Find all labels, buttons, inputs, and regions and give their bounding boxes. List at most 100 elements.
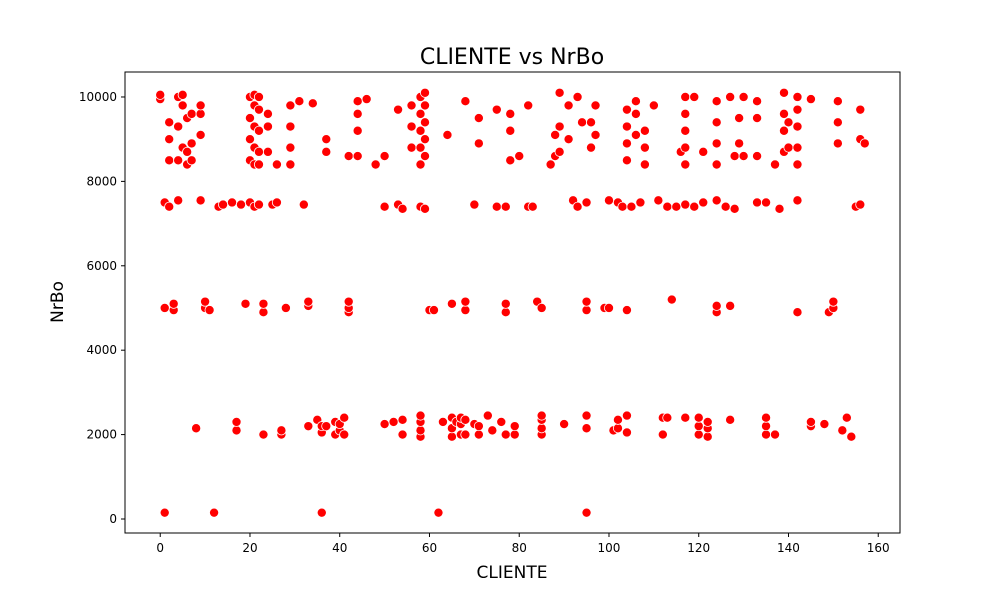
point: [805, 416, 816, 427]
y-tick-label: 0: [109, 512, 117, 526]
x-tick-label: 140: [777, 541, 800, 555]
point: [680, 199, 691, 210]
point: [792, 159, 803, 170]
point: [258, 298, 269, 309]
point: [698, 197, 709, 208]
point: [603, 302, 614, 313]
point: [473, 429, 484, 440]
point: [280, 302, 291, 313]
point: [397, 429, 408, 440]
point: [393, 104, 404, 115]
point: [653, 195, 664, 206]
point: [630, 129, 641, 140]
point: [778, 108, 789, 119]
point: [550, 129, 561, 140]
point: [352, 96, 363, 107]
point: [559, 419, 570, 430]
point: [729, 151, 740, 162]
point: [159, 302, 170, 313]
point: [837, 425, 848, 436]
point: [155, 89, 166, 100]
point: [352, 125, 363, 136]
point: [177, 100, 188, 111]
point: [419, 203, 430, 214]
point: [191, 423, 202, 434]
point: [554, 121, 565, 132]
point: [523, 100, 534, 111]
point: [244, 113, 255, 124]
point: [586, 142, 597, 153]
point: [460, 429, 471, 440]
point: [828, 296, 839, 307]
point: [321, 421, 332, 432]
point: [253, 125, 264, 136]
point: [846, 431, 857, 442]
point: [164, 155, 175, 166]
point: [792, 91, 803, 102]
point: [406, 121, 417, 132]
point: [415, 425, 426, 436]
y-tick-label: 10000: [79, 90, 117, 104]
x-tick-label: 0: [156, 541, 164, 555]
point: [244, 134, 255, 145]
point: [859, 138, 870, 149]
point: [159, 507, 170, 518]
point: [253, 199, 264, 210]
point: [702, 416, 713, 427]
point: [482, 410, 493, 421]
y-tick-label: 6000: [86, 259, 117, 273]
point: [419, 134, 430, 145]
point: [693, 429, 704, 440]
point: [487, 425, 498, 436]
point: [590, 100, 601, 111]
point: [612, 414, 623, 425]
point: [711, 138, 722, 149]
point: [195, 195, 206, 206]
point: [761, 197, 772, 208]
point: [379, 201, 390, 212]
point: [841, 412, 852, 423]
point: [639, 159, 650, 170]
point: [209, 507, 220, 518]
point: [761, 412, 772, 423]
point: [711, 195, 722, 206]
point: [689, 91, 700, 102]
point: [725, 91, 736, 102]
point: [832, 138, 843, 149]
point: [437, 416, 448, 427]
point: [173, 121, 184, 132]
point: [500, 201, 511, 212]
point: [460, 305, 471, 316]
point: [496, 416, 507, 427]
point: [285, 121, 296, 132]
point: [581, 423, 592, 434]
point: [271, 197, 282, 208]
point: [379, 151, 390, 162]
point: [554, 87, 565, 98]
point: [388, 416, 399, 427]
point: [406, 100, 417, 111]
point: [419, 117, 430, 128]
point: [460, 96, 471, 107]
point: [370, 159, 381, 170]
point: [689, 201, 700, 212]
point: [419, 87, 430, 98]
point: [761, 429, 772, 440]
point: [460, 414, 471, 425]
x-tick-label: 40: [332, 541, 347, 555]
point: [186, 108, 197, 119]
point: [738, 151, 749, 162]
point: [761, 421, 772, 432]
point: [572, 201, 583, 212]
x-tick-label: 80: [512, 541, 527, 555]
x-tick-label: 20: [242, 541, 257, 555]
point: [352, 108, 363, 119]
point: [253, 104, 264, 115]
point: [509, 421, 520, 432]
point: [752, 197, 763, 208]
point: [415, 142, 426, 153]
point: [792, 195, 803, 206]
point: [621, 427, 632, 438]
point: [536, 302, 547, 313]
